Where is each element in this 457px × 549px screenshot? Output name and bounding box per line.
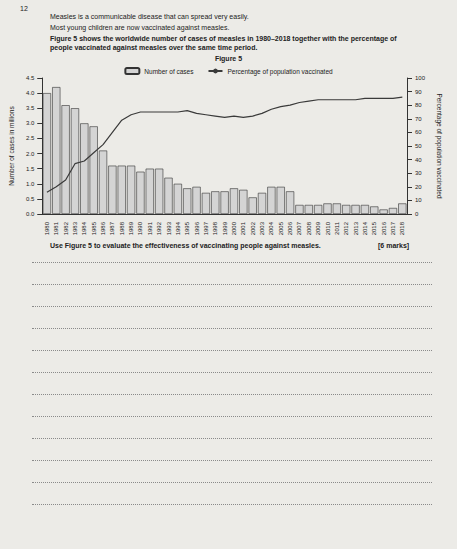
svg-text:2004: 2004: [268, 221, 274, 235]
svg-text:2005: 2005: [278, 221, 284, 235]
svg-text:60: 60: [415, 129, 422, 135]
svg-text:1985: 1985: [91, 221, 97, 235]
svg-text:1990: 1990: [137, 221, 143, 235]
svg-text:2016: 2016: [381, 221, 387, 235]
svg-text:1981: 1981: [53, 221, 59, 235]
svg-text:2.0: 2.0: [26, 151, 35, 157]
svg-text:0.5: 0.5: [26, 196, 35, 202]
svg-text:2013: 2013: [353, 221, 359, 235]
svg-text:1982: 1982: [63, 221, 69, 235]
svg-text:2012: 2012: [343, 221, 349, 235]
svg-text:4.0: 4.0: [26, 90, 35, 96]
svg-text:1991: 1991: [147, 221, 153, 235]
svg-text:1988: 1988: [119, 221, 125, 235]
svg-text:100: 100: [415, 75, 426, 81]
html-text:12: 12: [20, 5, 28, 12]
svg-text:90: 90: [415, 89, 422, 95]
svg-text:0.0: 0.0: [26, 211, 35, 217]
svg-text:2007: 2007: [296, 221, 302, 235]
svg-text:2015: 2015: [371, 221, 377, 235]
svg-text:2017: 2017: [390, 221, 396, 235]
svg-text:1999: 1999: [222, 221, 228, 235]
svg-text:Number of cases: Number of cases: [144, 68, 194, 75]
svg-text:4.5: 4.5: [26, 75, 35, 81]
svg-text:1992: 1992: [156, 221, 162, 235]
svg-text:2009: 2009: [315, 221, 321, 235]
svg-text:2003: 2003: [259, 221, 265, 235]
svg-text:2000: 2000: [231, 221, 237, 235]
svg-text:1.0: 1.0: [26, 181, 35, 187]
svg-text:3.5: 3.5: [26, 105, 35, 111]
svg-text:Percentage of population vacci: Percentage of population vaccinated: [227, 68, 333, 76]
html-text:Most young children are now va: Most young children are now vaccinated a…: [50, 24, 230, 31]
html-text:Figure 5: Figure 5: [214, 55, 243, 62]
svg-text:1996: 1996: [194, 221, 200, 235]
svg-text:1994: 1994: [175, 221, 181, 235]
svg-text:1983: 1983: [72, 221, 78, 235]
svg-text:2.5: 2.5: [26, 135, 35, 141]
html-text:[6 marks]: [6 marks]: [378, 242, 410, 249]
svg-text:1986: 1986: [100, 221, 106, 235]
svg-text:1989: 1989: [128, 221, 134, 235]
svg-text:2014: 2014: [362, 221, 368, 235]
svg-text:1993: 1993: [166, 221, 172, 235]
svg-text:2006: 2006: [287, 221, 293, 235]
svg-text:20: 20: [415, 184, 422, 190]
svg-text:1980: 1980: [44, 221, 50, 235]
html-text:Figure 5 shows the worldwide n: Figure 5 shows the worldwide number of c…: [50, 35, 397, 51]
svg-text:50: 50: [415, 143, 422, 149]
svg-text:30: 30: [415, 170, 422, 176]
svg-text:3.0: 3.0: [26, 120, 35, 126]
svg-text:1.5: 1.5: [26, 166, 35, 172]
html-text:Measles is a communicable dise: Measles is a communicable disease that c…: [50, 13, 249, 20]
svg-text:2010: 2010: [325, 221, 331, 235]
svg-text:2001: 2001: [240, 221, 246, 235]
svg-text:80: 80: [415, 102, 422, 108]
svg-text:1997: 1997: [203, 221, 209, 235]
svg-text:Percentage of population vacci: Percentage of population vaccinated: [435, 93, 443, 199]
svg-text:1998: 1998: [212, 221, 218, 235]
svg-text:1987: 1987: [109, 221, 115, 235]
svg-text:0: 0: [415, 211, 419, 217]
svg-text:1995: 1995: [184, 221, 190, 235]
html-text:Use Figure 5 to evaluate the e: Use Figure 5 to evaluate the effectivene…: [50, 242, 321, 249]
svg-text:40: 40: [415, 157, 422, 163]
svg-text:2018: 2018: [399, 221, 405, 235]
svg-text:1984: 1984: [81, 221, 87, 235]
svg-text:70: 70: [415, 116, 422, 122]
svg-text:2002: 2002: [250, 221, 256, 235]
svg-text:2011: 2011: [334, 221, 340, 235]
svg-text:2008: 2008: [306, 221, 312, 235]
svg-text:10: 10: [415, 197, 422, 203]
svg-text:Number of cases in millions: Number of cases in millions: [8, 106, 15, 186]
